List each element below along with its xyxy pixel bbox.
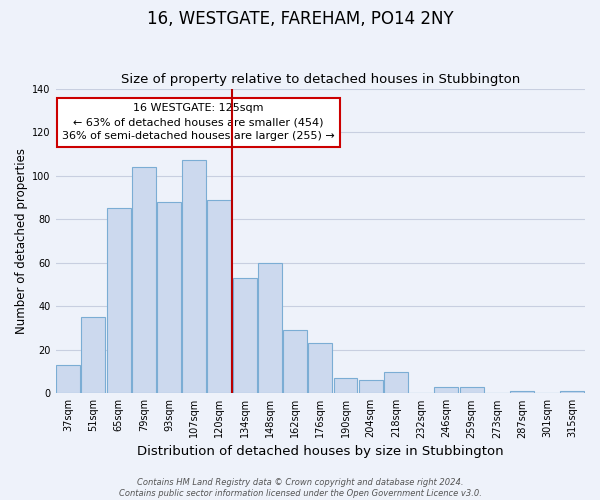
Bar — [384, 372, 408, 394]
Bar — [434, 387, 458, 394]
Text: 16 WESTGATE: 125sqm
← 63% of detached houses are smaller (454)
36% of semi-detac: 16 WESTGATE: 125sqm ← 63% of detached ho… — [62, 103, 335, 141]
Bar — [283, 330, 307, 394]
Y-axis label: Number of detached properties: Number of detached properties — [15, 148, 28, 334]
Bar — [233, 278, 257, 394]
Bar — [510, 391, 534, 394]
Bar — [132, 167, 156, 394]
Bar — [182, 160, 206, 394]
Bar — [460, 387, 484, 394]
Bar — [56, 365, 80, 394]
Bar — [258, 262, 282, 394]
Title: Size of property relative to detached houses in Stubbington: Size of property relative to detached ho… — [121, 73, 520, 86]
Bar — [334, 378, 358, 394]
Bar — [560, 391, 584, 394]
Bar — [359, 380, 383, 394]
Bar — [157, 202, 181, 394]
Text: Contains HM Land Registry data © Crown copyright and database right 2024.
Contai: Contains HM Land Registry data © Crown c… — [119, 478, 481, 498]
Bar — [82, 317, 106, 394]
Bar — [107, 208, 131, 394]
Text: 16, WESTGATE, FAREHAM, PO14 2NY: 16, WESTGATE, FAREHAM, PO14 2NY — [146, 10, 454, 28]
Bar — [308, 344, 332, 394]
Bar — [208, 200, 232, 394]
X-axis label: Distribution of detached houses by size in Stubbington: Distribution of detached houses by size … — [137, 444, 503, 458]
